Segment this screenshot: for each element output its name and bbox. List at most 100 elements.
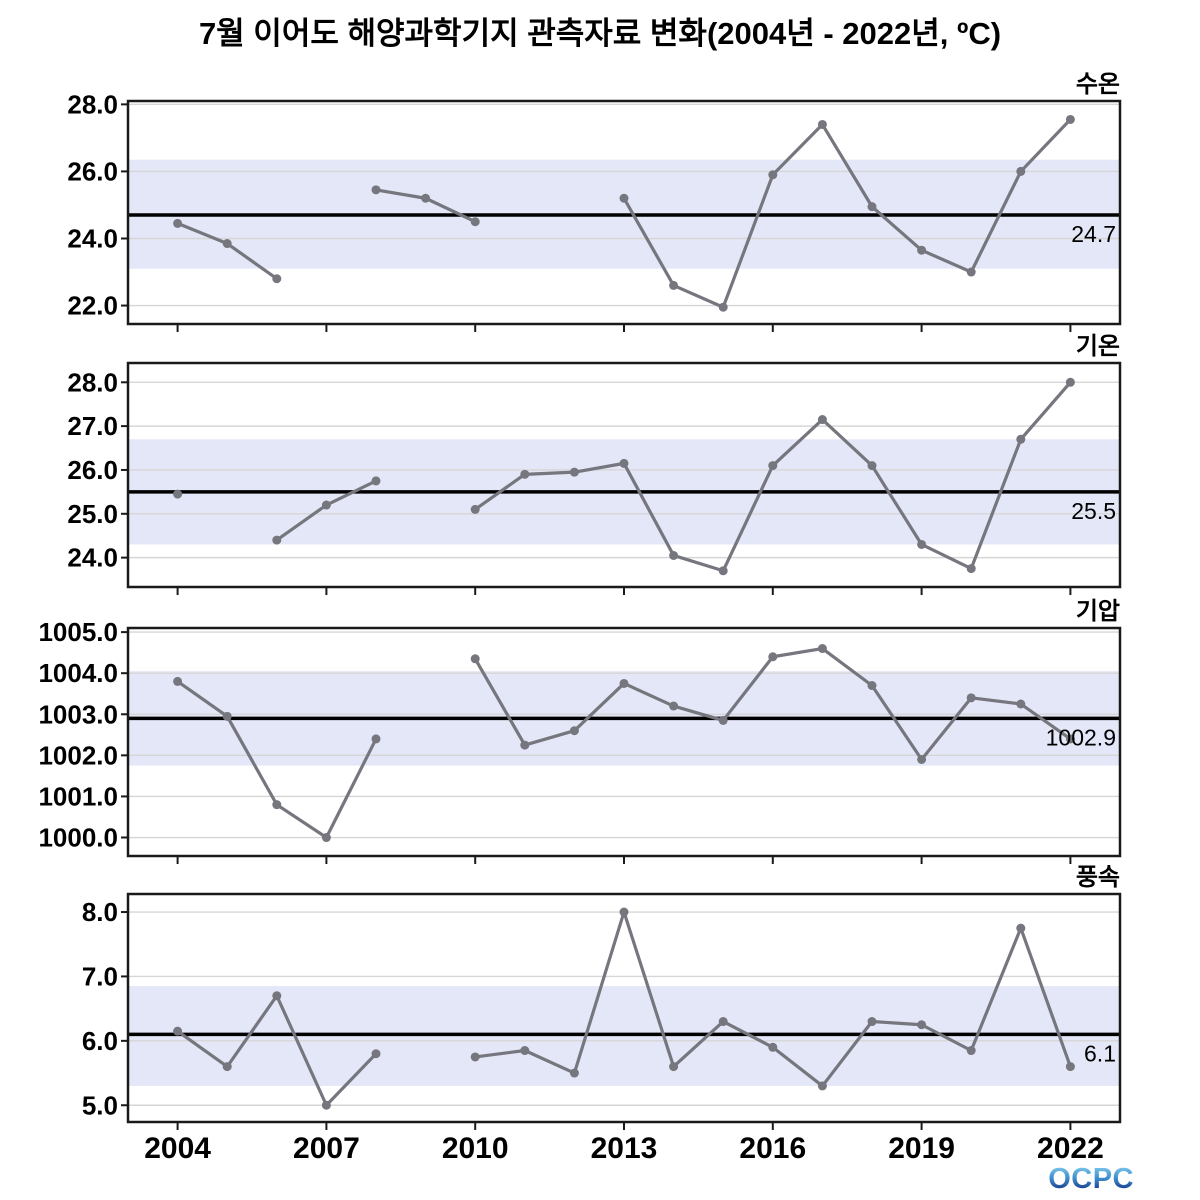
- data-point: [768, 461, 778, 471]
- mean-value-label: 24.7: [1071, 221, 1116, 247]
- plot-frame: [126, 361, 1122, 589]
- ocpc-logo: OCPC: [1042, 1163, 1134, 1196]
- subplot-title: 기압: [1076, 598, 1120, 625]
- data-point: [768, 170, 778, 180]
- data-point: [173, 1026, 183, 1036]
- y-tick-label: 25.0: [67, 499, 118, 529]
- data-point: [867, 461, 877, 471]
- data-point: [619, 193, 629, 203]
- y-tick-label: 27.0: [67, 411, 118, 441]
- data-point: [1065, 377, 1075, 387]
- data-point: [669, 701, 679, 711]
- y-tick-label: 22.0: [67, 291, 118, 321]
- data-point: [470, 1052, 480, 1062]
- y-tick-label: 7.0: [82, 961, 118, 991]
- y-tick-label: 1005.0: [38, 617, 118, 647]
- data-point: [917, 245, 927, 255]
- data-point: [867, 202, 877, 212]
- data-point: [321, 1100, 331, 1110]
- x-tick-label: 2022: [1037, 1132, 1104, 1165]
- data-point: [173, 489, 183, 499]
- subplot-title: 풍속: [1076, 864, 1120, 891]
- data-point: [421, 193, 431, 203]
- data-point: [669, 1062, 679, 1072]
- data-point: [371, 1049, 381, 1059]
- subplot-수온: 22.0 24.0 26.0 28.0 수온 24.7: [67, 71, 1122, 332]
- data-point: [917, 754, 927, 764]
- data-point: [569, 467, 579, 477]
- data-point: [768, 652, 778, 662]
- data-point: [619, 458, 629, 468]
- subplot-기온: 24.0 25.0 26.0 27.0 28.0 기온 25.5: [67, 333, 1122, 595]
- y-tick-label: 6.0: [82, 1026, 118, 1056]
- y-tick-label: 1003.0: [38, 699, 118, 729]
- data-point: [222, 1062, 232, 1072]
- data-point: [569, 1068, 579, 1078]
- data-point: [1016, 923, 1026, 933]
- data-point: [520, 469, 530, 479]
- data-point: [470, 504, 480, 514]
- mean-value-label: 6.1: [1084, 1040, 1116, 1066]
- data-point: [718, 1017, 728, 1027]
- data-point: [272, 274, 282, 284]
- data-point: [817, 1081, 827, 1091]
- data-point: [669, 280, 679, 290]
- y-tick-label: 5.0: [82, 1090, 118, 1120]
- data-point: [272, 535, 282, 545]
- data-point: [817, 644, 827, 654]
- y-tick-label: 24.0: [67, 223, 118, 253]
- y-tick-label: 1001.0: [38, 781, 118, 811]
- mean-value-label: 1002.9: [1046, 724, 1116, 750]
- x-tick-label: 2019: [888, 1132, 955, 1165]
- data-point: [966, 564, 976, 574]
- subplot-풍속: 5.0 6.0 7.0 8.0 2004 2007 2010 2013 2016 2019 2022…: [82, 864, 1122, 1165]
- data-point: [222, 711, 232, 721]
- data-point: [619, 907, 629, 917]
- y-tick-label: 1004.0: [38, 658, 118, 688]
- data-point: [1016, 434, 1026, 444]
- data-point: [966, 267, 976, 277]
- y-tick-label: 28.0: [67, 89, 118, 119]
- data-point: [718, 302, 728, 312]
- data-point: [917, 1020, 927, 1030]
- x-tick-label: 2016: [739, 1132, 806, 1165]
- data-point: [768, 1042, 778, 1052]
- data-point: [272, 991, 282, 1001]
- data-point: [867, 681, 877, 691]
- y-tick-label: 8.0: [82, 897, 118, 927]
- subplot-기압: 1000.0 1001.0 1002.0 1003.0 1004.0 1005.0 기압 10…: [38, 598, 1122, 864]
- data-point: [718, 715, 728, 725]
- y-tick-label: 28.0: [67, 367, 118, 397]
- y-tick-label: 1000.0: [38, 823, 118, 853]
- data-point: [817, 119, 827, 129]
- y-tick-label: 26.0: [67, 156, 118, 186]
- data-point: [917, 539, 927, 549]
- data-point: [173, 218, 183, 228]
- x-tick-label: 2004: [144, 1132, 211, 1165]
- data-point: [321, 833, 331, 843]
- data-point: [669, 550, 679, 560]
- plot-frame: [126, 99, 1122, 326]
- x-tick-label: 2007: [293, 1132, 360, 1165]
- x-tick-label: 2013: [591, 1132, 658, 1165]
- data-point: [966, 693, 976, 703]
- y-tick-label: 1002.0: [38, 740, 118, 770]
- data-point: [520, 1046, 530, 1056]
- data-point: [1065, 734, 1075, 744]
- data-point: [470, 217, 480, 227]
- data-point: [272, 800, 282, 810]
- y-tick-label: 24.0: [67, 543, 118, 573]
- data-point: [222, 239, 232, 249]
- figure-title: 7월 이어도 해양과학기지 관측자료 변화(2004년 - 2022년, ºC): [198, 16, 1002, 51]
- data-point: [1016, 699, 1026, 709]
- data-point: [371, 734, 381, 744]
- data-point: [1065, 114, 1075, 124]
- data-point: [321, 500, 331, 510]
- data-point: [619, 678, 629, 688]
- series-line: [622, 118, 1072, 309]
- plot-frame: [126, 626, 1122, 858]
- x-tick-label: 2010: [442, 1132, 509, 1165]
- data-point: [867, 1017, 877, 1027]
- plot-frame: [126, 892, 1122, 1124]
- data-point: [470, 654, 480, 664]
